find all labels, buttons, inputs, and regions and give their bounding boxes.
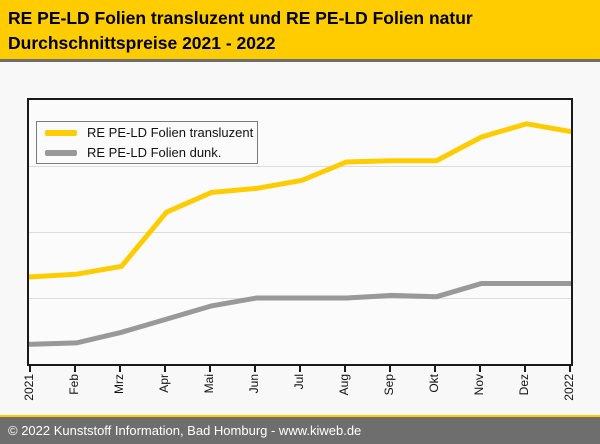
legend-label: RE PE-LD Folien transluzent — [87, 125, 254, 140]
x-axis-label: Sep — [382, 374, 396, 396]
x-axis-label: Feb — [67, 374, 81, 395]
footer-copyright: © 2022 Kunststoff Information, Bad Hombu… — [0, 417, 600, 444]
x-axis-label: Mai — [202, 374, 216, 394]
legend-swatch-icon — [45, 129, 77, 136]
chart-title-line1: RE PE-LD Folien transluzent und RE PE-LD… — [8, 8, 473, 28]
x-axis-label: Nov — [472, 374, 486, 396]
x-axis-label: Dez — [517, 374, 531, 396]
legend-item: RE PE-LD Folien transluzent — [45, 124, 257, 141]
x-axis-label: Jun — [247, 374, 261, 394]
x-axis-tick — [299, 366, 301, 372]
x-axis-label: 2022 — [562, 374, 576, 401]
x-axis-tick — [569, 366, 571, 372]
x-axis-tick — [254, 366, 256, 372]
x-axis-label: 2021 — [22, 374, 36, 401]
gridline — [29, 166, 571, 167]
x-axis-tick — [389, 366, 391, 372]
x-axis-label: Aug — [337, 374, 351, 396]
x-axis-label: Apr — [157, 374, 171, 393]
x-axis-label: Mrz — [112, 374, 126, 394]
x-axis-tick — [74, 366, 76, 372]
footer-accent-line — [0, 415, 600, 417]
x-axis-tick — [119, 366, 121, 372]
legend: RE PE-LD Folien transluzent RE PE-LD Foli… — [36, 121, 258, 164]
x-axis-tick — [479, 366, 481, 372]
x-axis-label: Okt — [427, 374, 441, 393]
chart-title: RE PE-LD Folien transluzent und RE PE-LD… — [0, 0, 600, 59]
header-divider — [0, 59, 600, 62]
legend-item: RE PE-LD Folien dunk. — [45, 144, 257, 161]
legend-swatch-icon — [45, 149, 77, 156]
series-line-0 — [29, 121, 571, 280]
chart-title-line2: Durchschnittspreise 2021 - 2022 — [8, 33, 276, 53]
legend-label: RE PE-LD Folien dunk. — [87, 145, 222, 160]
series-line-1 — [29, 281, 571, 347]
x-axis-tick — [434, 366, 436, 372]
x-axis-tick — [164, 366, 166, 372]
x-axis-tick — [344, 366, 346, 372]
x-axis-label: Jul — [292, 374, 306, 390]
x-axis-tick — [29, 366, 31, 372]
x-axis-tick — [209, 366, 211, 372]
gridline — [29, 232, 571, 233]
series-lines — [29, 121, 571, 347]
x-axis-tick — [524, 366, 526, 372]
